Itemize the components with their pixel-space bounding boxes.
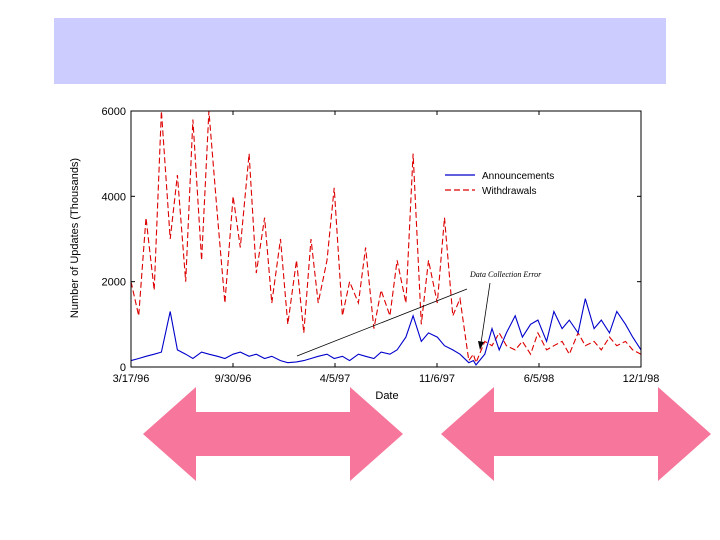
right-double-arrow [441, 387, 711, 481]
series-line-withdrawals [131, 111, 641, 365]
title-band [54, 18, 666, 84]
annotation-pointer-line [480, 282, 491, 344]
legend-label-withdrawals: Withdrawals [482, 186, 536, 197]
x-tick-label: 12/1/98 [623, 373, 660, 385]
x-tick-label: 9/30/96 [215, 373, 252, 385]
y-axis-label: Number of Updates (Thousands) [69, 158, 81, 318]
annotation: Data Collection Error [296, 270, 542, 357]
left-double-arrow [143, 387, 403, 481]
x-tick-label: 3/17/96 [113, 373, 150, 385]
plot-frame [130, 110, 642, 368]
series-line-announcements [131, 298, 641, 366]
legend: Announcements Withdrawals [445, 171, 554, 197]
legend-label-announcements: Announcements [482, 171, 554, 182]
y-tick-label: 2000 [102, 277, 126, 289]
annotation-pointer-head [478, 341, 484, 350]
x-tick-label: 11/6/97 [419, 373, 455, 385]
annotation-leader-line [296, 288, 468, 357]
annotation-label: Data Collection Error [469, 270, 542, 279]
y-tick-label: 6000 [102, 106, 126, 118]
x-axis-label: Date [375, 390, 398, 402]
y-tick-label: 0 [120, 362, 126, 374]
x-tick-label: 6/5/98 [524, 373, 555, 385]
x-tick-label: 4/5/97 [320, 373, 351, 385]
y-tick-label: 4000 [102, 191, 126, 203]
